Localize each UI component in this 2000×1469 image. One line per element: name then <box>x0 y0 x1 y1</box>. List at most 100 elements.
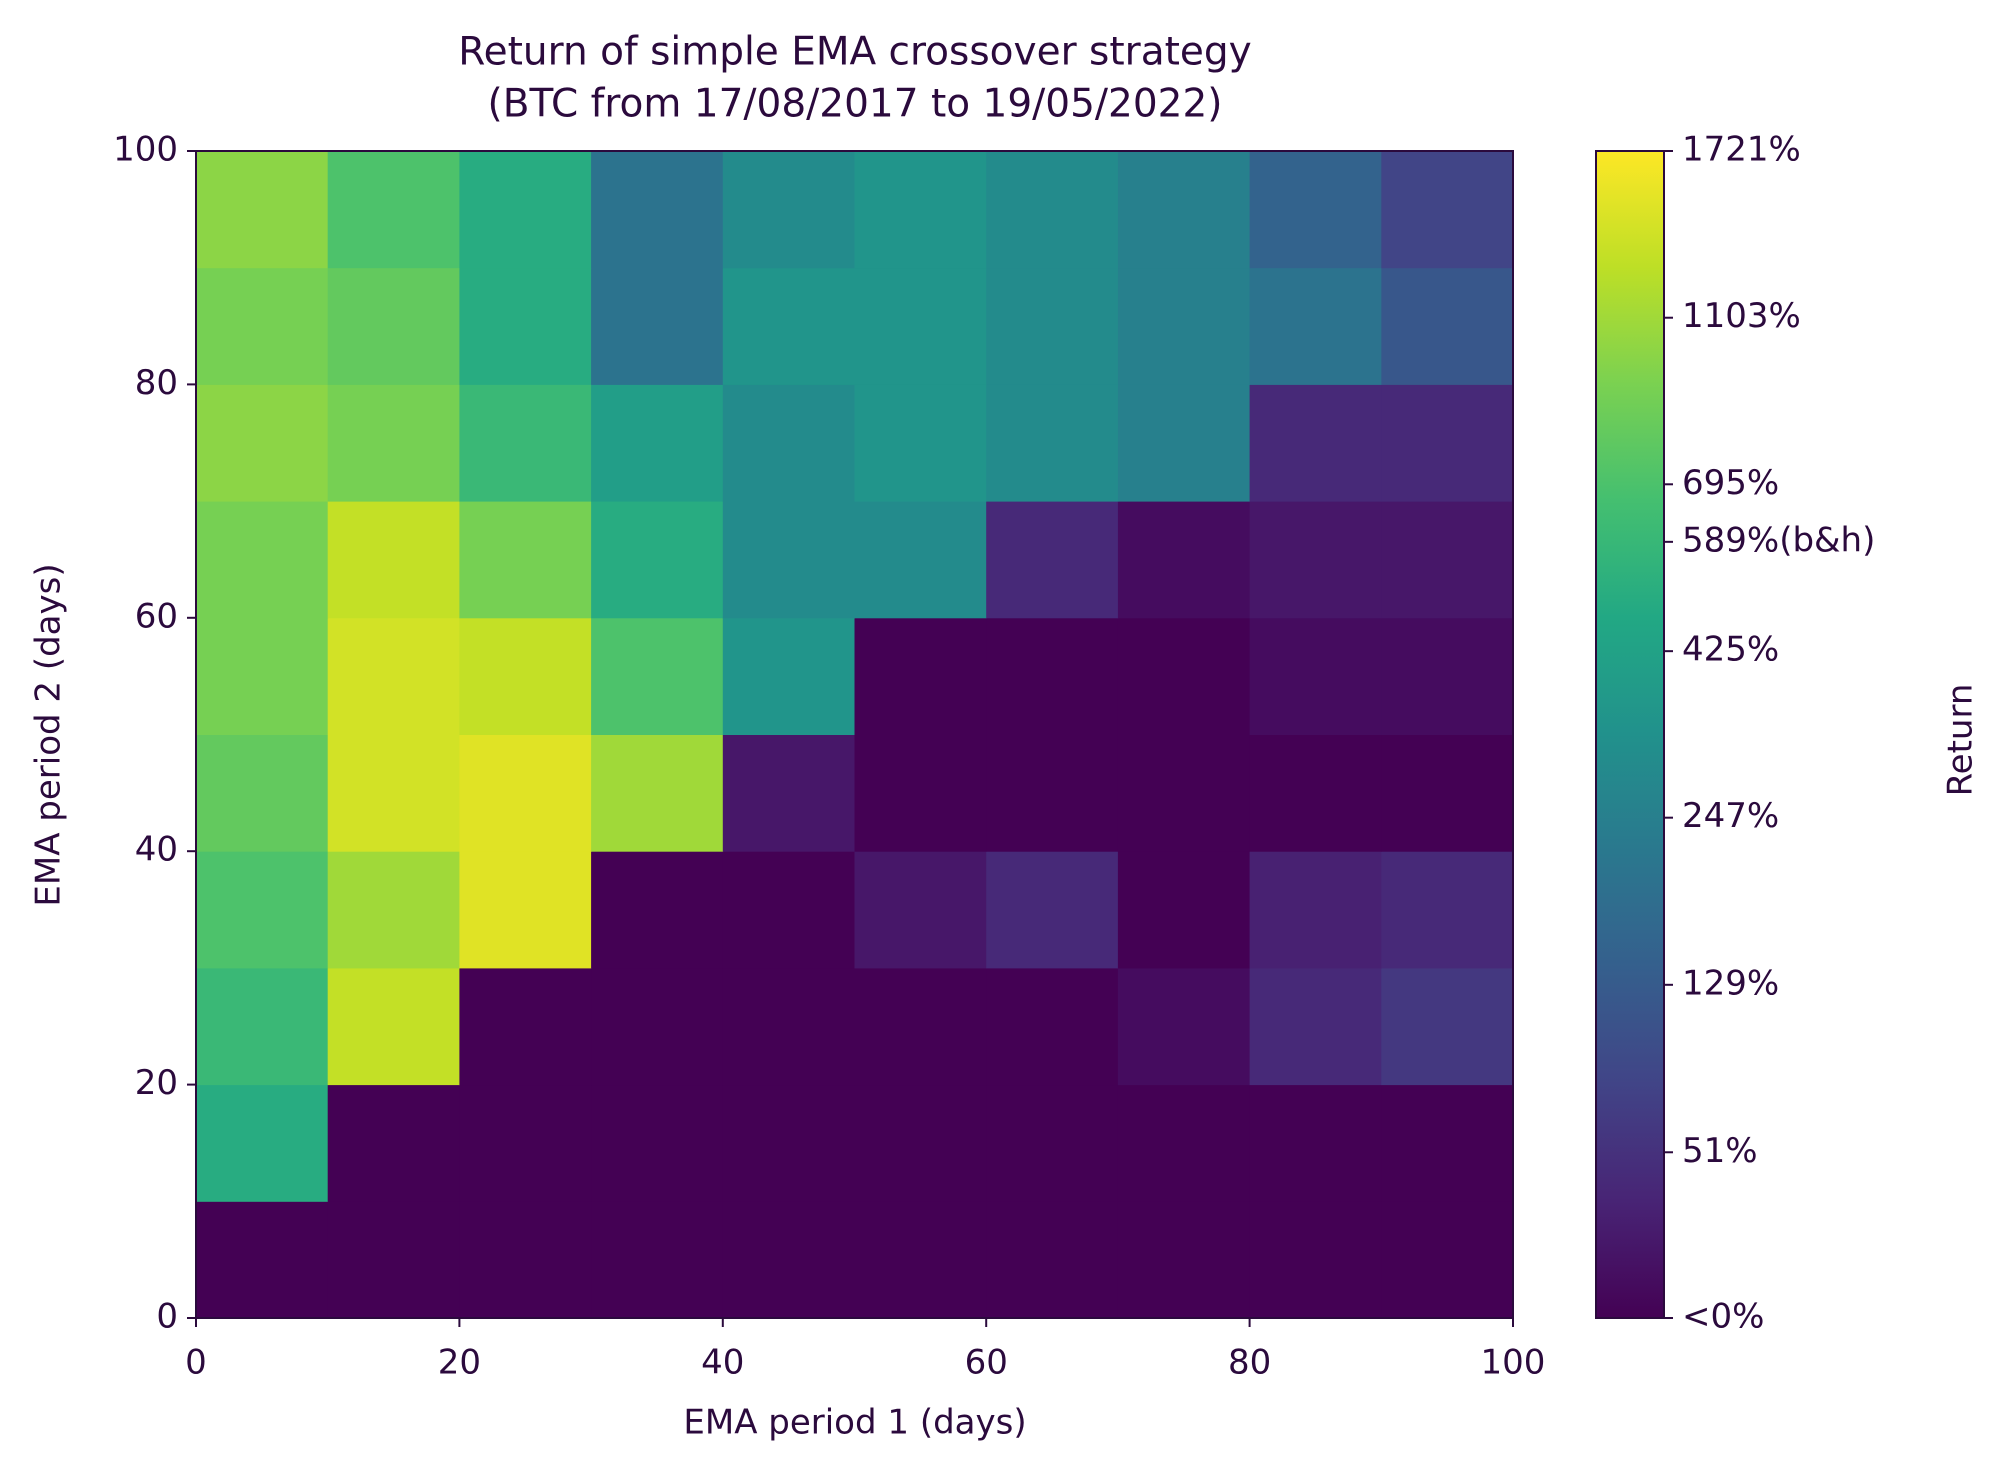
heatmap-cell <box>1381 851 1514 969</box>
heatmap-cell <box>591 384 724 502</box>
heatmap-cell <box>591 267 724 385</box>
heatmap-cell <box>196 1084 329 1202</box>
heatmap-cell <box>327 617 460 735</box>
heatmap-cell <box>986 151 1119 269</box>
heatmap-cell <box>196 267 329 385</box>
heatmap-cell <box>1249 734 1382 852</box>
heatmap-cell <box>854 501 987 619</box>
heatmap-cell <box>196 384 329 502</box>
heatmap-cell <box>722 151 855 269</box>
heatmap-cell <box>986 501 1119 619</box>
heatmap-cell <box>1249 851 1382 969</box>
x-tick-label: 0 <box>185 1343 207 1383</box>
colorbar-tick-label: 1721% <box>1682 130 1801 170</box>
colorbar-tick-label: <0% <box>1682 1297 1764 1337</box>
y-tick-label: 20 <box>135 1063 178 1103</box>
heatmap-cell <box>722 734 855 852</box>
heatmap-cell <box>1381 1084 1514 1202</box>
heatmap-cell <box>722 1201 855 1319</box>
heatmap-cell <box>196 967 329 1086</box>
x-tick-label: 20 <box>438 1343 481 1383</box>
heatmap-cell <box>722 267 855 385</box>
heatmap-cell <box>986 1201 1119 1319</box>
heatmap-cell <box>327 267 460 385</box>
heatmap-cell <box>591 851 724 969</box>
heatmap-cell <box>1381 734 1514 852</box>
colorbar-tick-label: 589%(b&h) <box>1682 520 1875 560</box>
heatmap-cell <box>986 1084 1119 1202</box>
heatmap-cell <box>722 967 855 1086</box>
heatmap-cell <box>1117 384 1251 502</box>
heatmap-cell <box>1381 384 1514 502</box>
y-tick-label: 40 <box>135 830 178 870</box>
heatmap-cell <box>1117 151 1251 269</box>
heatmap-cell <box>196 151 329 269</box>
colorbar-label: Return <box>1941 684 1981 797</box>
heatmap-cell <box>1249 617 1382 735</box>
heatmap-cell <box>986 617 1119 735</box>
heatmap-cell <box>1381 1201 1514 1319</box>
heatmap-cell <box>1381 501 1514 619</box>
heatmap-cell <box>854 1201 987 1319</box>
heatmap-cell <box>459 1201 592 1319</box>
heatmap-cell <box>1381 617 1514 735</box>
heatmap-cell <box>986 734 1119 852</box>
heatmap-cell <box>986 267 1119 385</box>
heatmap-cell <box>591 967 724 1086</box>
colorbar-tick-label: 129% <box>1682 963 1779 1003</box>
heatmap-cell <box>327 384 460 502</box>
heatmap-cell <box>986 851 1119 969</box>
heatmap-cell <box>459 851 592 969</box>
colorbar-tick-label: 247% <box>1682 796 1779 836</box>
y-tick-label: 80 <box>135 363 178 403</box>
x-tick-label: 100 <box>1481 1343 1546 1383</box>
heatmap-cell <box>1117 267 1251 385</box>
heatmap-cell <box>591 501 724 619</box>
heatmap-cell <box>327 967 460 1086</box>
x-axis-label: EMA period 1 (days) <box>683 1403 1026 1443</box>
heatmap-cell <box>591 1201 724 1319</box>
y-tick-label: 100 <box>113 130 178 170</box>
heatmap-cell <box>722 384 855 502</box>
heatmap-cell <box>1117 967 1251 1086</box>
heatmap-cell <box>854 617 987 735</box>
heatmap-cell <box>591 734 724 852</box>
heatmap-cell <box>327 151 460 269</box>
heatmap-cell <box>327 734 460 852</box>
heatmap-cell <box>854 734 987 852</box>
heatmap-cell <box>1117 501 1251 619</box>
heatmap-cell <box>196 734 329 852</box>
heatmap-cell <box>1381 151 1514 269</box>
heatmap-cell <box>327 1084 460 1202</box>
colorbar-tick-label: 425% <box>1682 630 1779 670</box>
y-axis-label: EMA period 2 (days) <box>29 563 69 906</box>
heatmap-cell <box>854 967 987 1086</box>
heatmap-cell <box>722 851 855 969</box>
heatmap-cell <box>986 384 1119 502</box>
heatmap-cell <box>1249 1201 1382 1319</box>
heatmap-cell <box>459 501 592 619</box>
heatmap-cell <box>1249 267 1382 385</box>
heatmap-cell <box>459 1084 592 1202</box>
heatmap-cell <box>196 851 329 969</box>
heatmap-cell <box>1381 967 1514 1086</box>
heatmap-cell <box>1117 734 1251 852</box>
y-tick-label: 0 <box>156 1297 178 1337</box>
heatmap-cell <box>327 851 460 969</box>
heatmap-cell <box>1117 617 1251 735</box>
heatmap-cell <box>459 734 592 852</box>
heatmap-cell <box>854 384 987 502</box>
heatmap-cell <box>1249 967 1382 1086</box>
y-tick-label: 60 <box>135 596 178 636</box>
heatmap-cell <box>1381 267 1514 385</box>
heatmap-cell <box>459 617 592 735</box>
heatmap-cell <box>722 617 855 735</box>
heatmap-cell <box>459 267 592 385</box>
heatmap-cell <box>196 1201 329 1319</box>
heatmap-cell <box>196 501 329 619</box>
heatmap-cell <box>1249 1084 1382 1202</box>
x-tick-label: 60 <box>965 1343 1008 1383</box>
heatmap-cell <box>459 967 592 1086</box>
heatmap-cell <box>1117 851 1251 969</box>
heatmap-cell <box>591 1084 724 1202</box>
